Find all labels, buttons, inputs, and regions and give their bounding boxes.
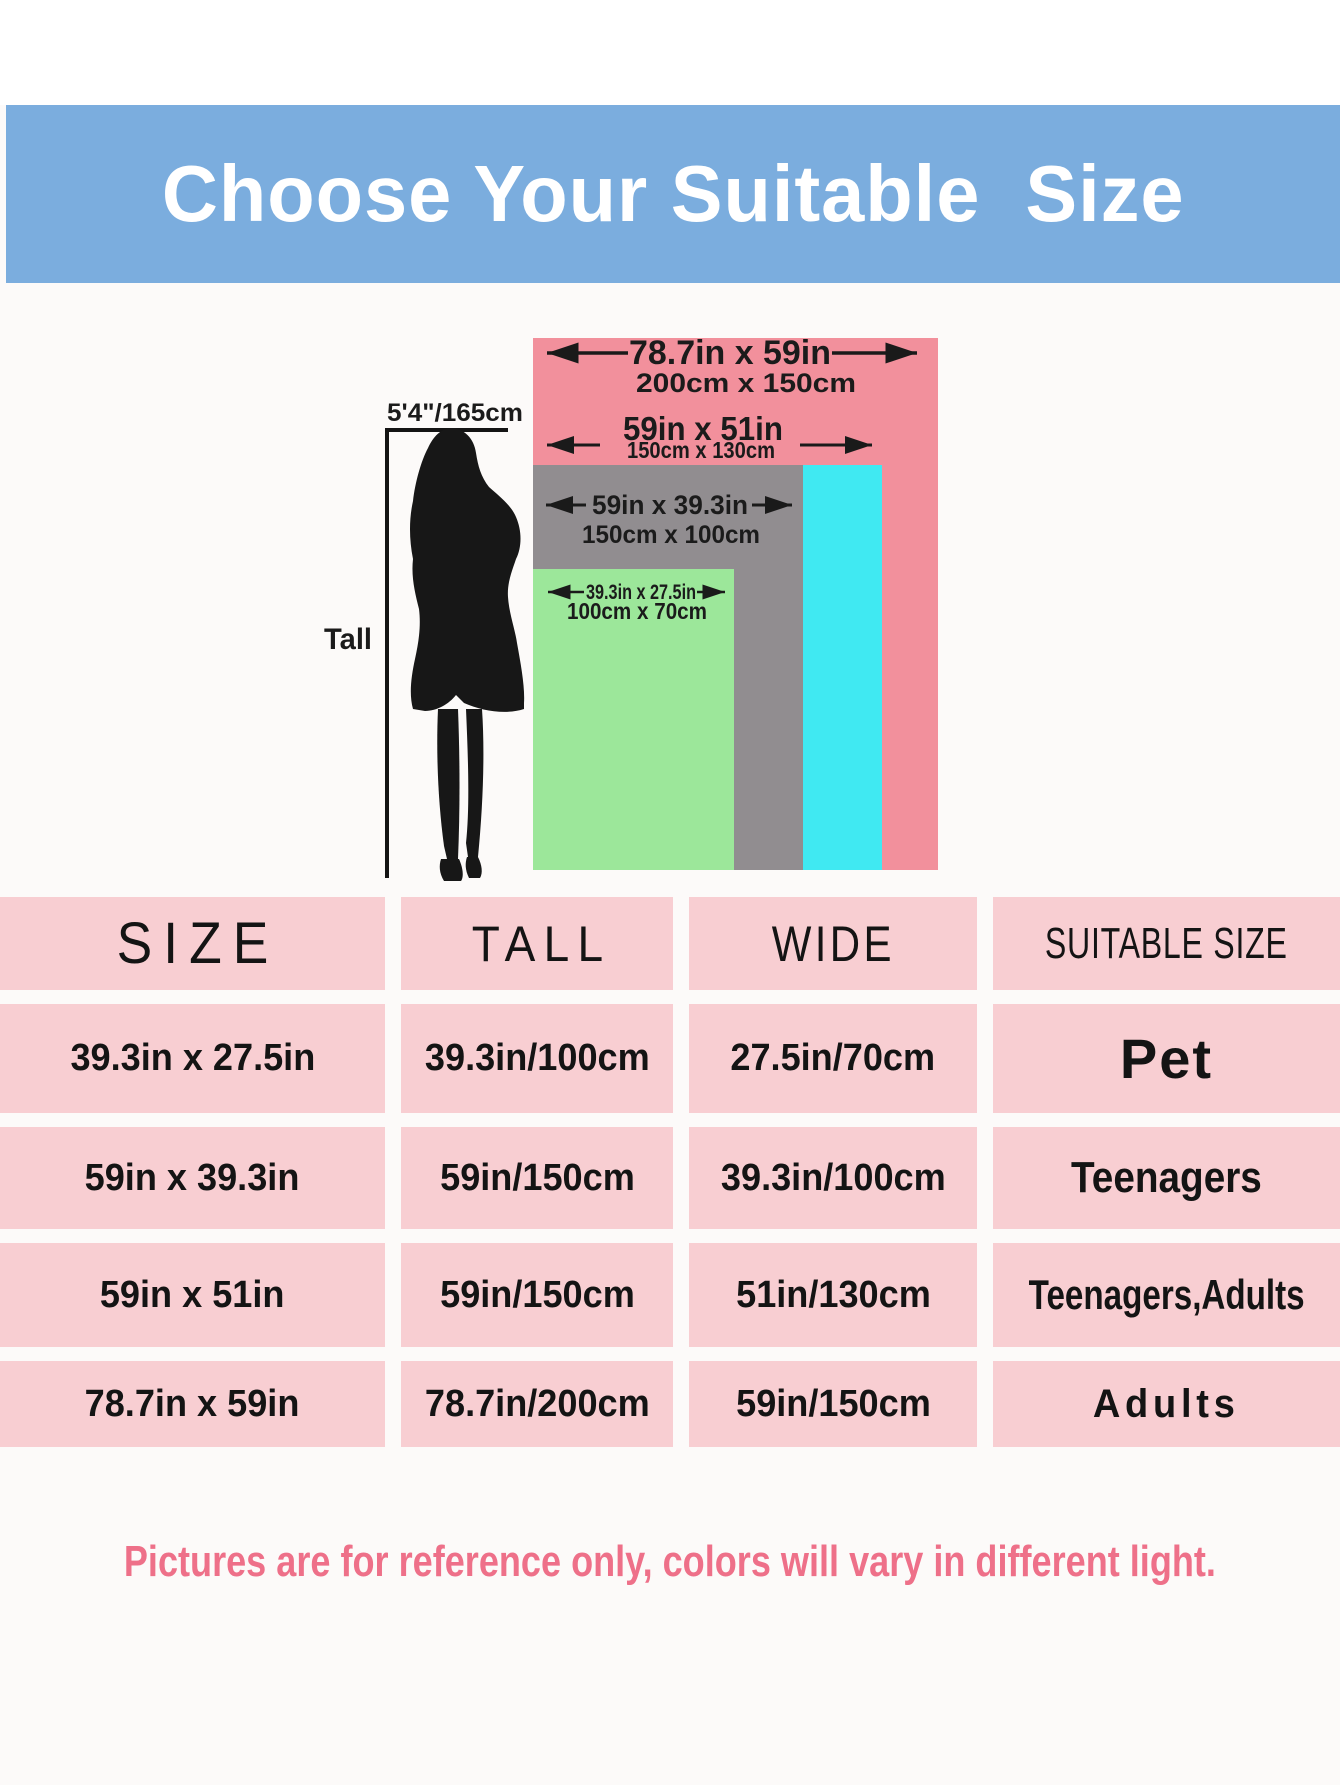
size-label-cm-200x150: 200cm x 150cm (636, 368, 856, 398)
size-rectangles (533, 338, 938, 870)
size-rect-100x70 (533, 569, 734, 870)
person-right-foot (465, 857, 482, 878)
table-cell-size-row2: 59in x 39.3in (0, 1127, 385, 1229)
size-label-in-150x130: 59in x 51in (623, 410, 783, 447)
size-label-cm-150x100: 150cm x 100cm (582, 521, 760, 549)
height-measure-line (385, 428, 508, 878)
table-cell-wide-row2: 39.3in/100cm (689, 1127, 977, 1229)
table-cell-size-row1: 39.3in x 27.5in (0, 1004, 385, 1113)
table-cell-size-row3: 59in x 51in (0, 1243, 385, 1347)
person-left-leg (437, 709, 460, 859)
tall-label: Tall (324, 623, 372, 656)
size-table: SIZE TALL WIDE SUITABLE SIZE 39.3in x 27… (0, 897, 1340, 1447)
disclaimer: Pictures are for reference only, colors … (0, 1532, 1340, 1592)
size-label-cm-100x70: 100cm x 70cm (567, 598, 707, 624)
person-body (410, 428, 525, 712)
size-label-in-150x100: 59in x 39.3in (592, 490, 748, 520)
size-label-in-100x70: 39.3in x 27.5in (586, 581, 696, 604)
table-cell-suitable-row1: Pet (993, 1004, 1340, 1113)
table-cell-suitable-row4: Adults (993, 1361, 1340, 1447)
table-cell-tall-row3: 59in/150cm (401, 1243, 673, 1347)
size-comparison-diagram: 5'4"/165cm Tall 78.7in x 59in 200cm x 15… (324, 334, 938, 881)
table-header-tall: TALL (401, 897, 673, 990)
size-label-in-200x150: 78.7in x 59in (629, 334, 831, 372)
person-left-foot (439, 859, 463, 881)
person-silhouette (410, 428, 525, 881)
top-white-strip (0, 0, 1340, 105)
table-cell-wide-row4: 59in/150cm (689, 1361, 977, 1447)
table-cell-tall-row4: 78.7in/200cm (401, 1361, 673, 1447)
table-cell-wide-row1: 27.5in/70cm (689, 1004, 977, 1113)
title-banner: Choose Your Suitable Size (6, 105, 1340, 283)
page-title: Choose Your Suitable Size (161, 149, 1185, 238)
table-header-suitable-size: SUITABLE SIZE (993, 897, 1340, 990)
table-header-size: SIZE (0, 897, 385, 990)
table-cell-tall-row2: 59in/150cm (401, 1127, 673, 1229)
size-label-cm-150x130: 150cm x 130cm (627, 437, 775, 463)
disclaimer-text: Pictures are for reference only, colors … (123, 1537, 1217, 1586)
table-cell-suitable-row3: Teenagers,Adults (993, 1243, 1340, 1347)
person-right-leg (466, 709, 484, 857)
table-cell-wide-row3: 51in/130cm (689, 1243, 977, 1347)
dimension-arrows (546, 342, 917, 600)
table-header-wide: WIDE (689, 897, 977, 990)
table-cell-tall-row1: 39.3in/100cm (401, 1004, 673, 1113)
table-cell-size-row4: 78.7in x 59in (0, 1361, 385, 1447)
person-height-label: 5'4"/165cm (387, 399, 523, 427)
table-cell-suitable-row2: Teenagers (993, 1127, 1340, 1229)
